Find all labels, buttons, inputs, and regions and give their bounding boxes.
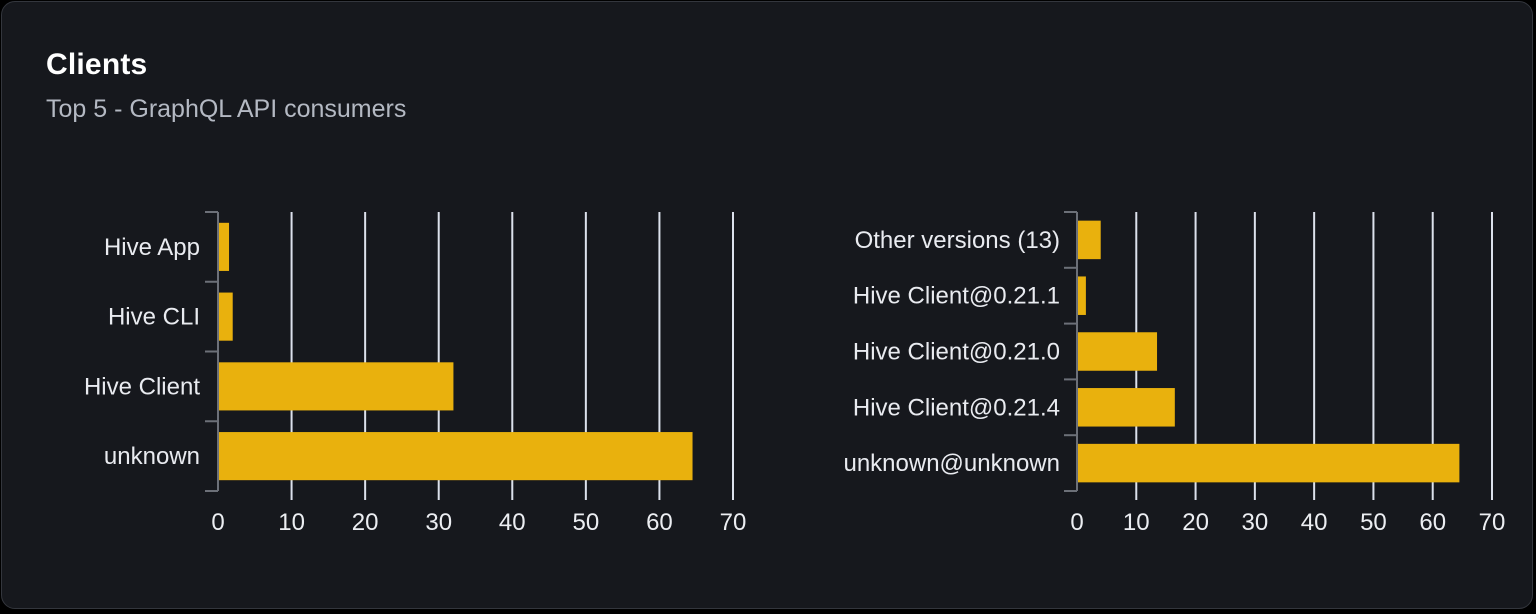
x-tick-label: 0 <box>211 509 224 536</box>
bar[interactable] <box>1078 443 1460 483</box>
y-category-label: Hive CLI <box>108 304 200 331</box>
x-tick-label: 20 <box>1182 509 1209 536</box>
x-tick-label: 70 <box>1479 509 1506 536</box>
x-tick-label: 60 <box>1419 509 1446 536</box>
bar[interactable] <box>219 222 230 271</box>
bar[interactable] <box>1078 388 1175 427</box>
x-tick-label: 10 <box>278 509 305 536</box>
x-tick-label: 40 <box>1301 509 1328 536</box>
y-category-label: Other versions (13) <box>855 227 1060 254</box>
y-category-label: Hive Client@0.21.1 <box>853 283 1060 310</box>
x-tick-label: 60 <box>646 509 673 536</box>
bar[interactable] <box>1078 332 1158 371</box>
y-category-label: Hive Client@0.21.0 <box>853 339 1060 366</box>
x-tick-label: 30 <box>425 509 452 536</box>
x-tick-label: 50 <box>573 509 600 536</box>
y-category-label: unknown@unknown <box>843 450 1060 477</box>
x-tick-label: 10 <box>1123 509 1150 536</box>
bar[interactable] <box>219 292 233 341</box>
panel-title: Clients <box>46 48 148 81</box>
x-tick-label: 0 <box>1070 509 1083 536</box>
y-category-label: Hive App <box>104 234 200 261</box>
y-category-label: Hive Client@0.21.4 <box>853 394 1060 421</box>
panel-subtitle: Top 5 - GraphQL API consumers <box>46 95 407 123</box>
x-tick-label: 70 <box>720 509 747 536</box>
bar[interactable] <box>1078 276 1086 315</box>
panel-header: Clients Top 5 - GraphQL API consumers <box>46 48 406 124</box>
x-tick-label: 50 <box>1360 509 1387 536</box>
x-tick-label: 40 <box>499 509 526 536</box>
bar[interactable] <box>219 432 693 481</box>
y-category-label: unknown <box>104 443 200 470</box>
x-tick-label: 20 <box>352 509 379 536</box>
bar[interactable] <box>219 362 454 411</box>
x-tick-label: 30 <box>1242 509 1269 536</box>
y-category-label: Hive Client <box>84 373 200 400</box>
bar[interactable] <box>1078 220 1101 260</box>
